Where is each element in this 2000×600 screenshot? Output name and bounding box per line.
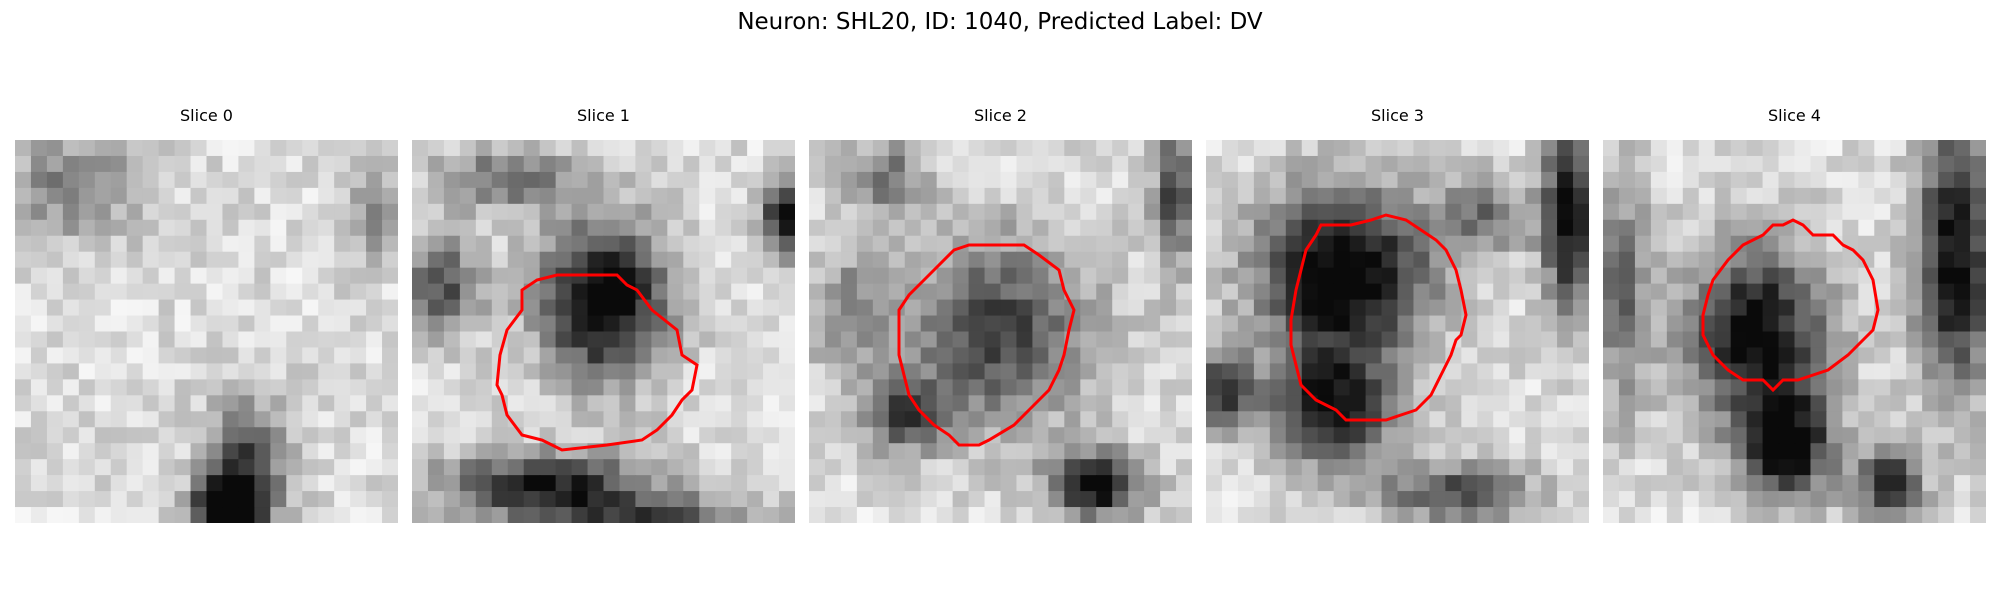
slice-panel-4: Slice 4 (1603, 106, 1986, 523)
roi-contour-1 (495, 273, 699, 452)
slice-image-4 (1603, 140, 1986, 523)
slice-panel-1: Slice 1 (412, 106, 795, 523)
slice-image-0 (15, 140, 398, 523)
roi-contour-4 (1701, 218, 1880, 393)
roi-contour-3 (1289, 213, 1468, 422)
figure-title: Neuron: SHL20, ID: 1040, Predicted Label… (737, 9, 1263, 35)
slice-image-2 (809, 140, 1192, 523)
slice-panel-0: Slice 0 (15, 106, 398, 523)
slice-title-0: Slice 0 (180, 106, 233, 125)
slice-title-1: Slice 1 (577, 106, 630, 125)
slice-title-3: Slice 3 (1371, 106, 1424, 125)
slice-title-4: Slice 4 (1768, 106, 1821, 125)
roi-contour-2 (897, 243, 1076, 447)
slice-image-3 (1206, 140, 1589, 523)
slice-title-2: Slice 2 (974, 106, 1027, 125)
slice-panel-3: Slice 3 (1206, 106, 1589, 523)
slice-panel-2: Slice 2 (809, 106, 1192, 523)
slice-image-1 (412, 140, 795, 523)
